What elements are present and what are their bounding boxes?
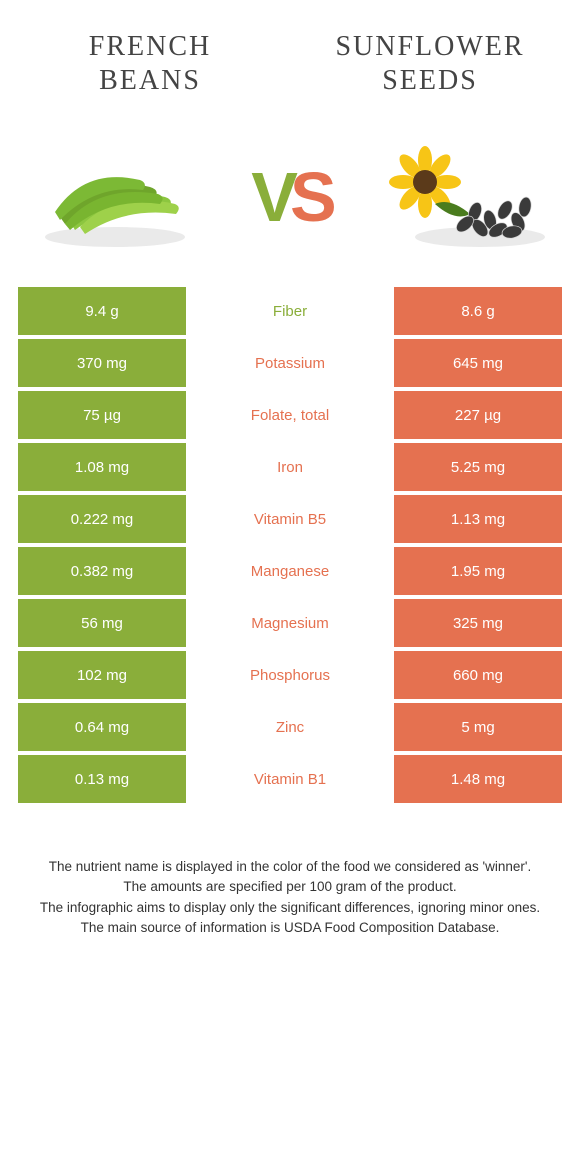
table-row: 0.382 mgManganese1.95 mg: [18, 547, 562, 595]
right-value: 325 mg: [394, 599, 562, 647]
right-value: 5.25 mg: [394, 443, 562, 491]
right-title-line1: SUNFLOWER: [335, 31, 524, 62]
nutrient-label: Magnesium: [186, 599, 394, 647]
right-value: 660 mg: [394, 651, 562, 699]
nutrient-label: Potassium: [186, 339, 394, 387]
table-row: 0.13 mgVitamin B11.48 mg: [18, 755, 562, 803]
nutrient-label: Zinc: [186, 703, 394, 751]
header: FRENCH BEANS SUNFLOWER SEEDS: [0, 0, 580, 97]
vs-v: V: [251, 158, 290, 236]
right-value: 5 mg: [394, 703, 562, 751]
nutrient-label: Folate, total: [186, 391, 394, 439]
left-title-line1: FRENCH: [89, 31, 211, 62]
left-value: 56 mg: [18, 599, 186, 647]
right-food-title: SUNFLOWER SEEDS: [330, 30, 530, 97]
comparison-table: 9.4 gFiber8.6 g370 mgPotassium645 mg75 µ…: [0, 287, 580, 803]
footnote-4: The main source of information is USDA F…: [30, 918, 550, 938]
footnotes: The nutrient name is displayed in the co…: [0, 807, 580, 938]
left-value: 75 µg: [18, 391, 186, 439]
table-row: 1.08 mgIron5.25 mg: [18, 443, 562, 491]
right-value: 227 µg: [394, 391, 562, 439]
nutrient-label: Manganese: [186, 547, 394, 595]
nutrient-label: Fiber: [186, 287, 394, 335]
table-row: 0.222 mgVitamin B51.13 mg: [18, 495, 562, 543]
left-title-line2: BEANS: [99, 65, 201, 96]
french-beans-image: [25, 137, 205, 257]
vs-s: S: [290, 158, 329, 236]
footnote-3: The infographic aims to display only the…: [30, 898, 550, 918]
left-value: 1.08 mg: [18, 443, 186, 491]
right-value: 1.13 mg: [394, 495, 562, 543]
right-value: 8.6 g: [394, 287, 562, 335]
table-row: 370 mgPotassium645 mg: [18, 339, 562, 387]
right-value: 1.48 mg: [394, 755, 562, 803]
right-value: 645 mg: [394, 339, 562, 387]
right-title-line2: SEEDS: [382, 65, 478, 96]
table-row: 75 µgFolate, total227 µg: [18, 391, 562, 439]
left-value: 0.222 mg: [18, 495, 186, 543]
left-value: 9.4 g: [18, 287, 186, 335]
left-food-title: FRENCH BEANS: [50, 30, 250, 97]
table-row: 102 mgPhosphorus660 mg: [18, 651, 562, 699]
left-value: 0.13 mg: [18, 755, 186, 803]
vs-label: VS: [251, 157, 328, 237]
table-row: 9.4 gFiber8.6 g: [18, 287, 562, 335]
images-row: VS: [0, 97, 580, 287]
sunflower-seeds-image: [375, 137, 555, 257]
footnote-1: The nutrient name is displayed in the co…: [30, 857, 550, 877]
left-value: 102 mg: [18, 651, 186, 699]
nutrient-label: Iron: [186, 443, 394, 491]
right-value: 1.95 mg: [394, 547, 562, 595]
table-row: 56 mgMagnesium325 mg: [18, 599, 562, 647]
left-value: 370 mg: [18, 339, 186, 387]
footnote-2: The amounts are specified per 100 gram o…: [30, 877, 550, 897]
left-value: 0.64 mg: [18, 703, 186, 751]
nutrient-label: Phosphorus: [186, 651, 394, 699]
left-value: 0.382 mg: [18, 547, 186, 595]
nutrient-label: Vitamin B1: [186, 755, 394, 803]
table-row: 0.64 mgZinc5 mg: [18, 703, 562, 751]
nutrient-label: Vitamin B5: [186, 495, 394, 543]
